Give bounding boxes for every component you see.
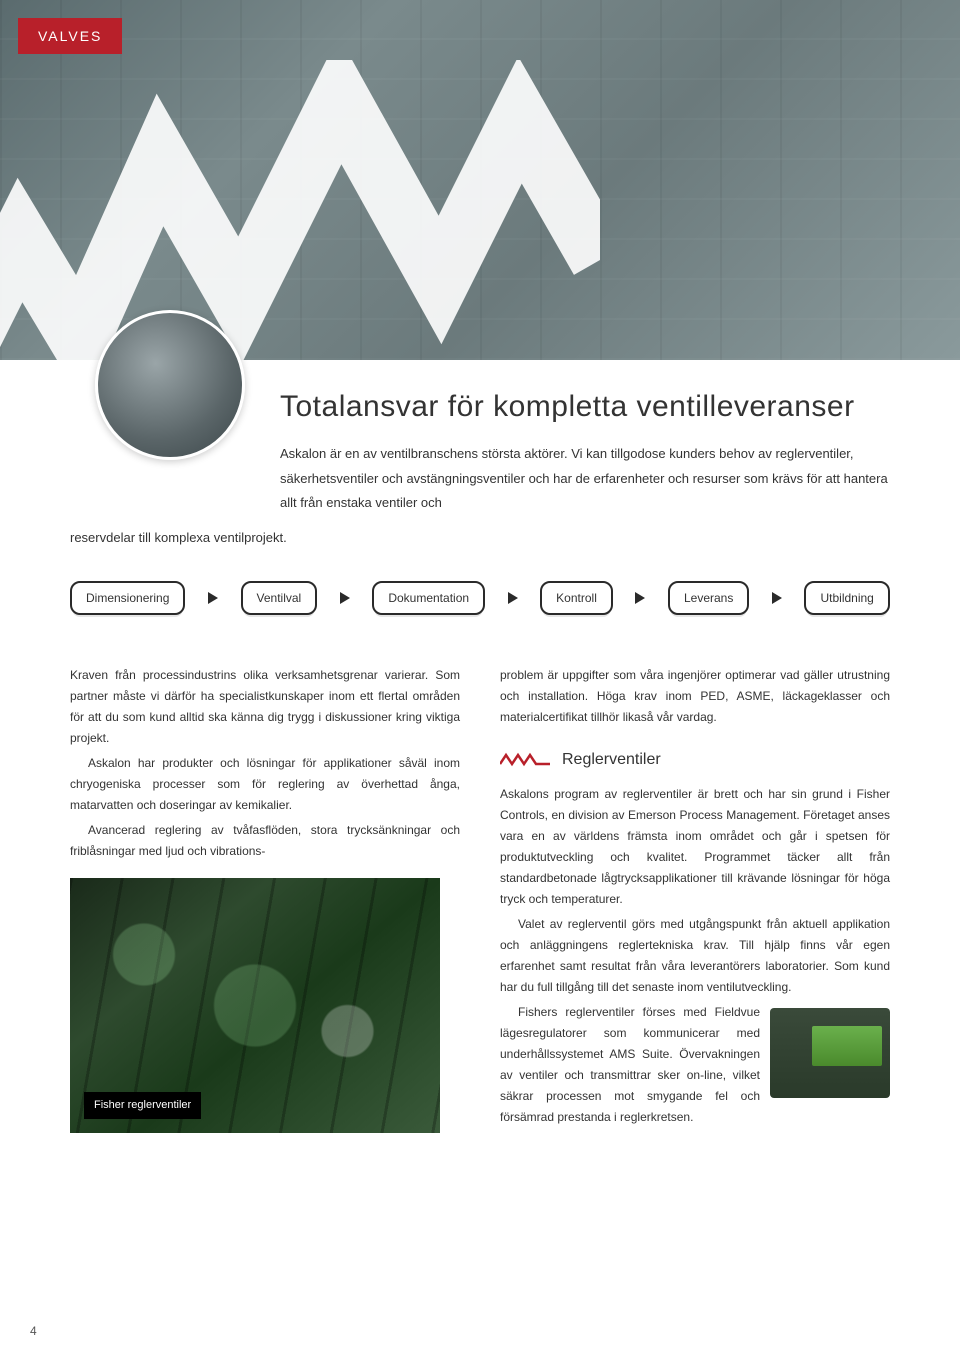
right-column: problem är uppgifter som våra ingenjörer…: [500, 665, 890, 1133]
flow-arrow-icon: [772, 592, 782, 604]
inline-photo: Fisher reglerventiler: [70, 878, 440, 1133]
body-paragraph: problem är uppgifter som våra ingenjörer…: [500, 665, 890, 728]
section-tab: VALVES: [18, 18, 122, 54]
zigzag-graphic: [0, 60, 600, 360]
page-content: Totalansvar för kompletta ventilleverans…: [0, 390, 960, 1173]
left-column: Kraven från processindustrins olika verk…: [70, 665, 460, 1133]
flow-step-utbildning: Utbildning: [804, 581, 889, 615]
flow-step-leverans: Leverans: [668, 581, 749, 615]
flow-step-dokumentation: Dokumentation: [372, 581, 485, 615]
page-number: 4: [30, 1324, 37, 1338]
body-paragraph-text: Fishers reglerventiler förses med Fieldv…: [500, 1005, 760, 1124]
flow-arrow-icon: [508, 592, 518, 604]
hero-banner: VALVES: [0, 0, 960, 360]
flow-step-dimensionering: Dimensionering: [70, 581, 185, 615]
page-headline: Totalansvar för kompletta ventilleverans…: [280, 390, 890, 424]
flow-step-kontroll: Kontroll: [540, 581, 613, 615]
body-columns: Kraven från processindustrins olika verk…: [70, 665, 890, 1133]
flow-arrow-icon: [635, 592, 645, 604]
flow-arrow-icon: [208, 592, 218, 604]
device-photo: [770, 1008, 890, 1098]
squiggle-icon: [500, 752, 550, 768]
body-paragraph: Kraven från processindustrins olika verk…: [70, 665, 460, 749]
intro-paragraph: Askalon är en av ventilbranschens störst…: [280, 442, 890, 516]
flow-arrow-icon: [340, 592, 350, 604]
body-paragraph: Fishers reglerventiler förses med Fieldv…: [500, 1002, 890, 1128]
body-paragraph: Askalon har produkter och lösningar för …: [70, 753, 460, 816]
body-paragraph: Valet av reglerventil görs med utgångspu…: [500, 914, 890, 998]
intro-paragraph-tail: reservdelar till komplexa ventilprojekt.: [70, 526, 890, 551]
flow-step-ventilval: Ventilval: [241, 581, 318, 615]
subheading-text: Reglerventiler: [562, 746, 661, 774]
body-paragraph: Avancerad reglering av tvåfasflöden, sto…: [70, 820, 460, 862]
photo-caption: Fisher reglerventiler: [84, 1092, 201, 1119]
body-paragraph: Askalons program av reglerventiler är br…: [500, 784, 890, 910]
subheading-row: Reglerventiler: [500, 746, 890, 774]
process-flow: Dimensionering Ventilval Dokumentation K…: [70, 581, 890, 615]
